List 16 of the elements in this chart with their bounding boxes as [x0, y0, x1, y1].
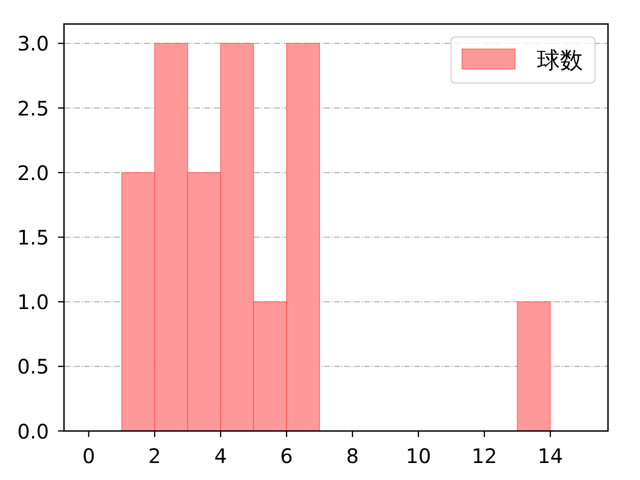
- x-tick: 0: [82, 444, 96, 468]
- y-tick: 0.5: [17, 354, 49, 379]
- x-tick: 2: [148, 444, 162, 468]
- x-tick: 8: [346, 444, 359, 468]
- y-tick: 0.0: [17, 419, 49, 444]
- x-tick: 4: [214, 444, 227, 468]
- x-tick: 12: [472, 444, 498, 468]
- y-tick: 1.5: [17, 226, 49, 250]
- y-tick: 1.0: [17, 290, 49, 314]
- x-tick: 10: [406, 444, 432, 468]
- y-tick: 3.0: [17, 32, 49, 56]
- y-tick: 2.0: [17, 160, 49, 185]
- legend-label: 球数: [537, 48, 583, 74]
- x-tick: 14: [538, 444, 564, 468]
- y-tick: 2.5: [17, 96, 49, 120]
- x-tick: 6: [280, 444, 293, 468]
